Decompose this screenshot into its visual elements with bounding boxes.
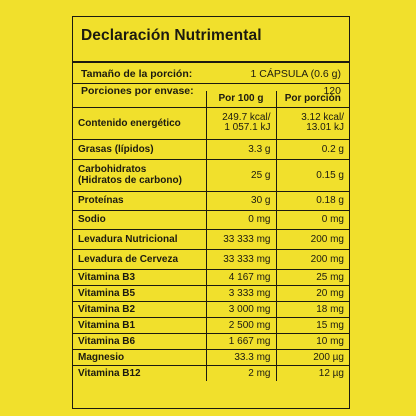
value-per-portion: 25 mg [275,268,349,286]
value-per-100g: 2 500 mg [205,316,277,334]
value-per-100g: 3 333 mg [205,284,277,302]
nutrient-name: Carbohidratos (Hidratos de carbono) [73,158,207,192]
table-row: Proteínas 30 g 0.18 g [73,190,349,211]
nutrient-name: Proteínas [73,190,207,211]
table-row: Levadura de Cerveza 33 333 mg 200 mg [73,248,349,270]
nutrient-name: Vitamina B3 [73,268,207,286]
header-per-portion: Por porción [275,91,349,107]
nutrient-name: Vitamina B5 [73,284,207,302]
table-header-row: Por 100 g Por porción [73,91,349,107]
value-per-100g: 30 g [205,190,277,211]
table-row: Contenido energético 249.7 kcal/1 057.1 k… [73,106,349,140]
nutrient-name: Vitamina B12 [73,364,207,381]
nutrient-name: Magnesio [73,348,207,366]
nutrient-name: Levadura Nutricional [73,228,207,250]
nutrient-name: Sodio [73,209,207,230]
portion-size-label: Tamaño de la porción: [81,68,193,80]
value-per-100g: 249.7 kcal/1 057.1 kJ [205,106,277,140]
table-row: Vitamina B3 4 167 mg 25 mg [73,268,349,286]
nutrition-table: Por 100 g Por porción Contenido energéti… [73,91,349,381]
title-divider [73,61,349,63]
value-per-100g: 3 000 mg [205,300,277,318]
value-per-portion: 12 µg [275,364,349,381]
portion-size-value: 1 CÁPSULA (0.6 g) [250,68,341,80]
value-per-100g: 2 mg [205,364,277,381]
nutrition-facts-panel: Declaración Nutrimental Tamaño de la por… [72,16,350,409]
value-per-portion: 200 mg [275,228,349,250]
nutrient-name: Vitamina B6 [73,332,207,350]
value-per-100g: 33 333 mg [205,248,277,270]
table-row: Magnesio 33.3 mg 200 µg [73,348,349,366]
value-per-portion: 0.18 g [275,190,349,211]
value-per-100g: 33 333 mg [205,228,277,250]
table-row: Vitamina B5 3 333 mg 20 mg [73,284,349,302]
table-row: Vitamina B6 1 667 mg 10 mg [73,332,349,350]
value-per-portion: 0.15 g [275,158,349,192]
value-per-100g: 1 667 mg [205,332,277,350]
value-per-100g: 0 mg [205,209,277,230]
nutrient-name: Vitamina B2 [73,300,207,318]
value-per-portion: 10 mg [275,332,349,350]
value-per-portion: 0 mg [275,209,349,230]
table-row: Carbohidratos (Hidratos de carbono) 25 g 0.… [73,158,349,192]
value-per-portion: 200 mg [275,248,349,270]
header-per-100g: Por 100 g [205,91,277,107]
table-row: Sodio 0 mg 0 mg [73,209,349,230]
value-per-100g: 25 g [205,158,277,192]
portion-divider [73,83,349,84]
header-blank [73,91,207,107]
portion-size-row: Tamaño de la porción: 1 CÁPSULA (0.6 g) [81,66,341,82]
table-row: Grasas (lípidos) 3.3 g 0.2 g [73,138,349,160]
value-per-portion: 18 mg [275,300,349,318]
value-per-portion: 3.12 kcal/13.01 kJ [275,106,349,140]
nutrient-name: Grasas (lípidos) [73,138,207,160]
value-per-100g: 4 167 mg [205,268,277,286]
value-per-100g: 3.3 g [205,138,277,160]
value-per-portion: 200 µg [275,348,349,366]
table-row: Vitamina B2 3 000 mg 18 mg [73,300,349,318]
value-per-100g: 33.3 mg [205,348,277,366]
table-row: Vitamina B1 2 500 mg 15 mg [73,316,349,334]
value-per-portion: 20 mg [275,284,349,302]
panel-title: Declaración Nutrimental [81,27,262,44]
nutrient-name: Vitamina B1 [73,316,207,334]
value-per-portion: 0.2 g [275,138,349,160]
table-row: Vitamina B12 2 mg 12 µg [73,364,349,381]
nutrient-name: Contenido energético [73,106,207,140]
table-row: Levadura Nutricional 33 333 mg 200 mg [73,228,349,250]
value-per-portion: 15 mg [275,316,349,334]
nutrient-name: Levadura de Cerveza [73,248,207,270]
